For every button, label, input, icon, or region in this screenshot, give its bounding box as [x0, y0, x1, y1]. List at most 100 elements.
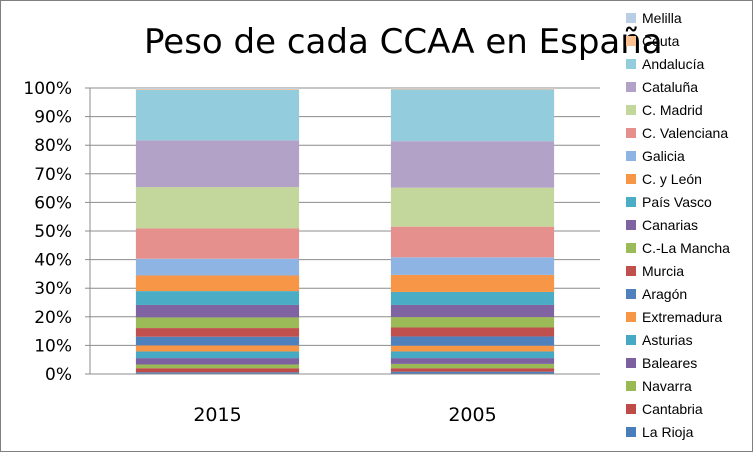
- y-tick-label: 80%: [34, 136, 72, 156]
- legend-label: Baleares: [642, 354, 698, 371]
- legend-swatch: [626, 127, 636, 138]
- legend-swatch: [626, 81, 636, 92]
- legend-item: Cataluña: [626, 75, 750, 98]
- legend-swatch: [626, 265, 636, 276]
- bar-segment: [135, 88, 300, 90]
- legend-item: Andalucía: [626, 52, 750, 75]
- y-tick-label: 10%: [34, 336, 72, 356]
- bar-segment: [135, 317, 300, 329]
- bar-segment: [135, 368, 300, 373]
- bar-segment: [390, 345, 555, 352]
- legend-label: La Rioja: [642, 423, 694, 440]
- bar-segment: [390, 88, 555, 90]
- legend-item: C.-La Mancha: [626, 236, 750, 259]
- bar-segment: [135, 89, 300, 141]
- legend-label: Canarias: [642, 216, 699, 233]
- y-tick-label: 20%: [34, 308, 72, 328]
- y-tick-label: 60%: [34, 193, 72, 213]
- legend-swatch: [626, 426, 636, 437]
- legend-swatch: [626, 58, 636, 69]
- legend-item: La Rioja: [626, 420, 750, 443]
- legend-swatch: [626, 12, 636, 23]
- legend-label: C. Valenciana: [642, 124, 729, 141]
- legend-label: País Vasco: [642, 193, 712, 210]
- legend-swatch: [626, 311, 636, 322]
- y-tick-label: 100%: [23, 79, 72, 99]
- legend-swatch: [626, 242, 636, 253]
- bar-segment: [135, 291, 300, 305]
- legend-swatch: [626, 196, 636, 207]
- legend-label: C. Madrid: [642, 101, 703, 118]
- y-tick-label: 30%: [34, 279, 72, 299]
- bar-segment: [135, 351, 300, 359]
- bar-segment: [135, 140, 300, 188]
- legend-label: Murcia: [642, 262, 685, 279]
- legend-label: Ceuta: [642, 32, 680, 49]
- bar-segment: [135, 372, 300, 374]
- legend-label: Melilla: [642, 9, 682, 26]
- bar-segment: [135, 358, 300, 365]
- x-tick-label: 2015: [193, 404, 241, 426]
- legend-swatch: [626, 380, 636, 391]
- bar-segment: [135, 275, 300, 292]
- legend-swatch: [626, 403, 636, 414]
- bar-segment: [390, 88, 555, 89]
- bar-segment: [390, 327, 555, 337]
- y-tick-label: 50%: [34, 222, 72, 242]
- legend-label: Cantabria: [642, 400, 703, 417]
- bar-segment: [390, 257, 555, 275]
- legend-item: Canarias: [626, 213, 750, 236]
- legend-swatch: [626, 104, 636, 115]
- legend-swatch: [626, 288, 636, 299]
- legend-label: Andalucía: [642, 55, 705, 72]
- legend-label: Galicia: [642, 147, 685, 164]
- legend-item: Navarra: [626, 374, 750, 397]
- bar-segment: [135, 336, 300, 346]
- bar-segment: [390, 351, 555, 359]
- legend-item: Murcia: [626, 259, 750, 282]
- legend-item: País Vasco: [626, 190, 750, 213]
- bar-segment: [390, 226, 555, 258]
- legend-label: Asturias: [642, 331, 693, 348]
- bar-segment: [135, 364, 300, 369]
- bar-segment: [390, 187, 555, 227]
- legend-item: Galicia: [626, 144, 750, 167]
- legend-item: C. Madrid: [626, 98, 750, 121]
- legend-item: Melilla: [626, 6, 750, 29]
- legend-item: C. y León: [626, 167, 750, 190]
- legend-item: Cantabria: [626, 397, 750, 420]
- legend-swatch: [626, 35, 636, 46]
- bar-segment: [390, 358, 555, 364]
- legend-label: C. y León: [642, 170, 702, 187]
- legend-swatch: [626, 150, 636, 161]
- bar-segment: [390, 141, 555, 188]
- y-tick-label: 0%: [45, 365, 72, 385]
- legend-swatch: [626, 334, 636, 345]
- bar-segment: [390, 317, 555, 328]
- chart-title: Peso de cada CCAA en España: [144, 22, 663, 62]
- legend-item: Baleares: [626, 351, 750, 374]
- bar-segment: [135, 228, 300, 259]
- bar-segment: [135, 187, 300, 229]
- legend-item: Extremadura: [626, 305, 750, 328]
- chart-legend: Melilla Ceuta Andalucía Cataluña C. Madrid C.…: [626, 6, 750, 443]
- bar-segment: [390, 89, 555, 142]
- y-tick-label: 40%: [34, 251, 72, 271]
- legend-item: C. Valenciana: [626, 121, 750, 144]
- bar-segment: [390, 336, 555, 346]
- bar-segment: [135, 345, 300, 352]
- legend-item: Aragón: [626, 282, 750, 305]
- bar-segment: [390, 368, 555, 372]
- legend-item: Ceuta: [626, 29, 750, 52]
- legend-label: C.-La Mancha: [642, 239, 730, 256]
- bar-segment: [135, 258, 300, 276]
- y-tick-label: 90%: [34, 108, 72, 128]
- legend-label: Navarra: [642, 377, 692, 394]
- bar-segment: [390, 363, 555, 369]
- bar-segment: [390, 304, 555, 318]
- legend-swatch: [626, 173, 636, 184]
- bar-segment: [390, 371, 555, 374]
- bar-segment: [135, 88, 300, 89]
- x-tick-label: 2005: [448, 404, 496, 426]
